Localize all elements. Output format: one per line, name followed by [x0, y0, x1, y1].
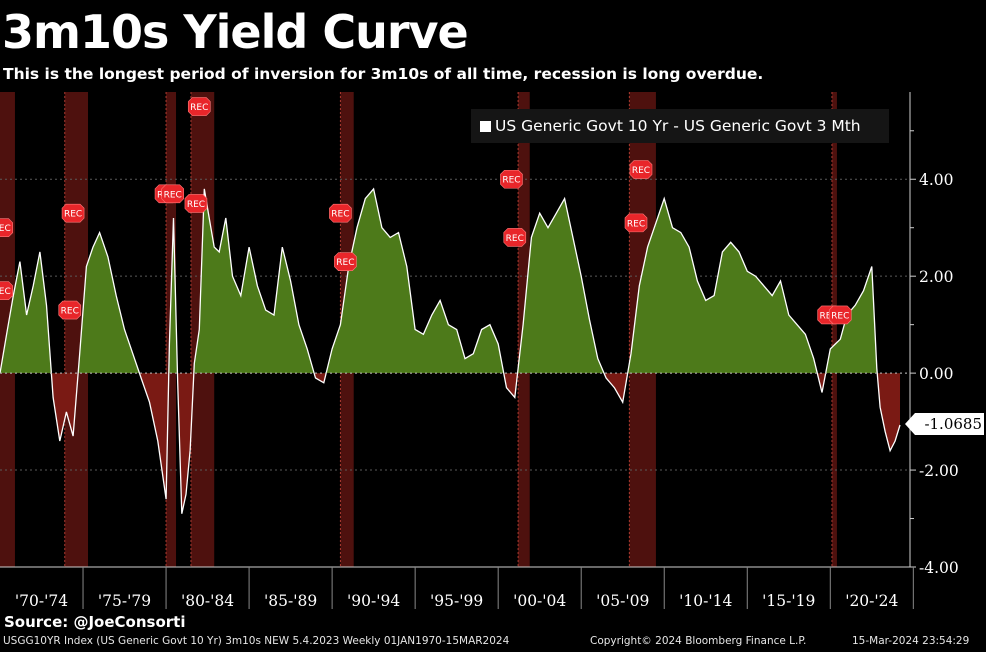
rec-marker [624, 213, 648, 233]
x-tick-label: '15-'19 [762, 592, 815, 610]
rec-marker [184, 194, 208, 213]
rec-marker-label: REC [831, 311, 849, 321]
footer-timestamp: 15-Mar-2024 23:54:29 [852, 635, 970, 647]
rec-marker-label: REC [502, 176, 520, 186]
rec-marker [503, 228, 527, 247]
rec-marker [828, 305, 852, 325]
rec-marker-label: REC [187, 200, 205, 210]
rec-marker-label: REC [64, 210, 82, 220]
footer-index-info: USGG10YR Index (US Generic Govt 10 Yr) 3… [3, 635, 510, 647]
legend-label: US Generic Govt 10 Yr - US Generic Govt … [495, 117, 861, 135]
rec-marker-label: REC [0, 287, 11, 297]
rec-marker [0, 218, 13, 238]
series-line [0, 187, 901, 514]
rec-marker-label: REC [336, 258, 354, 268]
rec-marker [58, 300, 82, 320]
rec-marker [61, 203, 85, 223]
rec-marker [161, 184, 185, 204]
chart-title: 3m10s Yield Curve [2, 5, 469, 59]
rec-marker [329, 203, 352, 223]
rec-marker [500, 169, 523, 189]
source-credit: Source: @JoeConsorti [4, 613, 186, 631]
x-tick-label: '10-'14 [679, 592, 732, 610]
y-tick-label: 2.00 [919, 268, 954, 286]
rec-marker-label: REC [164, 190, 182, 200]
rec-marker-label: REC [820, 311, 838, 321]
chart-subtitle: This is the longest period of inversion … [3, 65, 764, 83]
positive-area [0, 188, 901, 374]
x-tick-label: '00-'04 [513, 592, 566, 610]
last-value-label: -1.0685 [905, 413, 984, 435]
rec-marker-label: REC [331, 210, 349, 220]
rec-marker [0, 281, 13, 301]
recession-band [831, 92, 837, 567]
x-tick-label: '20-'24 [845, 592, 898, 610]
footer-copyright: Copyright© 2024 Bloomberg Finance L.P. [590, 635, 807, 647]
x-tick-label: '95-'99 [430, 592, 483, 610]
legend-swatch [480, 120, 491, 132]
rec-marker-label: REC [506, 234, 524, 244]
rec-marker [187, 97, 211, 116]
x-tick-label: '75-'79 [98, 592, 151, 610]
y-tick-label: 4.00 [919, 171, 954, 189]
y-tick-label: -2.00 [919, 462, 959, 480]
rec-marker-label: REC [0, 224, 11, 234]
rec-marker-label: REC [190, 103, 208, 113]
x-tick-label: '85-'89 [264, 592, 317, 610]
y-tick-label: 0.00 [919, 365, 954, 383]
x-tick-label: '70-'74 [15, 592, 68, 610]
x-tick-label: '80-'84 [181, 592, 234, 610]
rec-marker-label: REC [632, 166, 650, 176]
chart-legend: US Generic Govt 10 Yr - US Generic Govt … [471, 109, 889, 143]
rec-marker [334, 252, 357, 271]
x-tick-label: '90-'94 [347, 592, 400, 610]
y-tick-label: -4.00 [919, 559, 959, 577]
x-tick-label: '05-'09 [596, 592, 649, 610]
rec-marker [629, 160, 653, 179]
rec-marker-label: REC [627, 219, 645, 229]
rec-marker-label: REC [61, 307, 79, 317]
